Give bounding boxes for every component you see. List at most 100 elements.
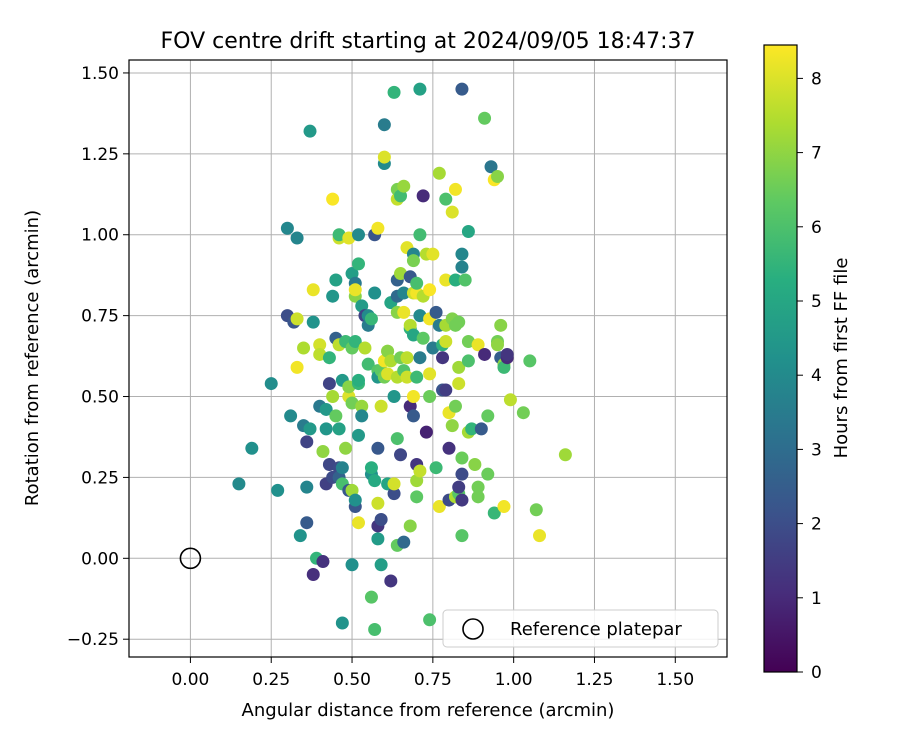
data-point bbox=[403, 519, 417, 533]
x-tick-label: 1.25 bbox=[576, 670, 614, 690]
data-point bbox=[290, 360, 304, 374]
data-point bbox=[316, 555, 330, 569]
data-point bbox=[387, 85, 401, 99]
x-axis-label: Angular distance from reference (arcmin) bbox=[242, 700, 615, 721]
data-point bbox=[355, 399, 369, 413]
data-point bbox=[348, 283, 362, 297]
data-point bbox=[348, 493, 362, 507]
data-point bbox=[494, 318, 508, 332]
y-tick-label: 1.00 bbox=[81, 226, 119, 246]
data-point bbox=[458, 273, 472, 287]
data-point bbox=[397, 286, 411, 300]
x-tick-label: 0.75 bbox=[414, 670, 452, 690]
data-point bbox=[474, 422, 488, 436]
data-point bbox=[400, 370, 414, 384]
data-point bbox=[368, 474, 382, 488]
data-point bbox=[326, 390, 340, 404]
data-point bbox=[303, 422, 317, 436]
data-point bbox=[452, 480, 466, 494]
data-point bbox=[329, 409, 343, 423]
data-point bbox=[329, 273, 343, 287]
data-point bbox=[300, 516, 314, 530]
y-tick-label: 1.50 bbox=[81, 64, 119, 84]
colorbar bbox=[763, 44, 798, 673]
chart-title: FOV centre drift starting at 2024/09/05 … bbox=[161, 29, 696, 54]
colorbar-tick-label: 5 bbox=[811, 292, 822, 312]
data-point bbox=[413, 82, 427, 96]
plot-frame bbox=[128, 59, 728, 658]
data-point bbox=[313, 338, 327, 352]
data-point bbox=[432, 500, 446, 514]
data-point bbox=[455, 260, 469, 274]
data-point bbox=[410, 490, 424, 504]
data-point bbox=[290, 231, 304, 245]
colorbar-ticks: 0 1 2 3 4 5 6 7 8 bbox=[797, 69, 822, 683]
legend-box bbox=[442, 609, 719, 648]
data-point bbox=[394, 448, 408, 462]
data-point bbox=[364, 461, 378, 475]
data-point bbox=[413, 228, 427, 242]
colorbar-tick-label: 1 bbox=[811, 589, 822, 609]
data-point bbox=[374, 399, 388, 413]
data-point bbox=[303, 124, 317, 138]
data-point bbox=[500, 347, 514, 361]
data-point bbox=[326, 192, 340, 206]
data-point bbox=[455, 493, 469, 507]
data-point bbox=[397, 179, 411, 193]
data-point bbox=[423, 390, 437, 404]
data-point bbox=[387, 390, 401, 404]
data-point bbox=[352, 257, 366, 271]
data-point bbox=[416, 189, 430, 203]
data-point bbox=[461, 354, 475, 368]
data-point bbox=[371, 496, 385, 510]
colorbar-tick-label: 0 bbox=[811, 663, 822, 683]
y-tick-label: 0.25 bbox=[81, 468, 119, 488]
data-point bbox=[245, 441, 259, 455]
data-point bbox=[371, 532, 385, 546]
data-point bbox=[419, 425, 433, 439]
data-point bbox=[306, 315, 320, 329]
y-tick-label: 0.75 bbox=[81, 307, 119, 327]
data-point bbox=[339, 441, 353, 455]
data-point bbox=[445, 205, 459, 219]
data-point bbox=[455, 451, 469, 465]
data-point bbox=[455, 247, 469, 261]
data-point bbox=[432, 166, 446, 180]
data-point bbox=[426, 247, 440, 261]
data-point bbox=[490, 338, 504, 352]
colorbar-tick-label: 8 bbox=[811, 69, 822, 89]
data-point bbox=[452, 377, 466, 391]
data-point bbox=[442, 441, 456, 455]
data-point bbox=[439, 383, 453, 397]
data-point bbox=[481, 409, 495, 423]
data-point bbox=[322, 351, 336, 365]
colorbar-tick-label: 6 bbox=[811, 218, 822, 238]
data-point bbox=[280, 221, 294, 235]
data-point bbox=[429, 461, 443, 475]
data-point bbox=[384, 574, 398, 588]
data-point bbox=[406, 390, 420, 404]
data-point bbox=[332, 422, 346, 436]
y-tick-label: 0.50 bbox=[81, 388, 119, 408]
y-tick-label: −0.25 bbox=[67, 630, 119, 650]
data-point bbox=[297, 341, 311, 355]
x-tick-label: 1.50 bbox=[656, 670, 694, 690]
y-tick-label: 0.00 bbox=[81, 549, 119, 569]
colorbar-tick-label: 4 bbox=[811, 366, 822, 386]
y-axis-ticks: −0.25 0.00 0.25 0.50 0.75 1.00 1.25 1.50 bbox=[67, 64, 129, 650]
data-point bbox=[364, 312, 378, 326]
data-point bbox=[410, 276, 424, 290]
data-point bbox=[387, 477, 401, 491]
data-point bbox=[326, 289, 340, 303]
data-point bbox=[352, 428, 366, 442]
data-point bbox=[423, 283, 437, 297]
data-point bbox=[355, 409, 369, 423]
data-point bbox=[436, 351, 450, 365]
data-point bbox=[448, 399, 462, 413]
data-point bbox=[471, 338, 485, 352]
data-point bbox=[293, 529, 307, 543]
colorbar-label: Hours from first FF file bbox=[831, 258, 852, 459]
data-point bbox=[345, 558, 359, 572]
data-point bbox=[361, 357, 375, 371]
data-point bbox=[368, 622, 382, 636]
